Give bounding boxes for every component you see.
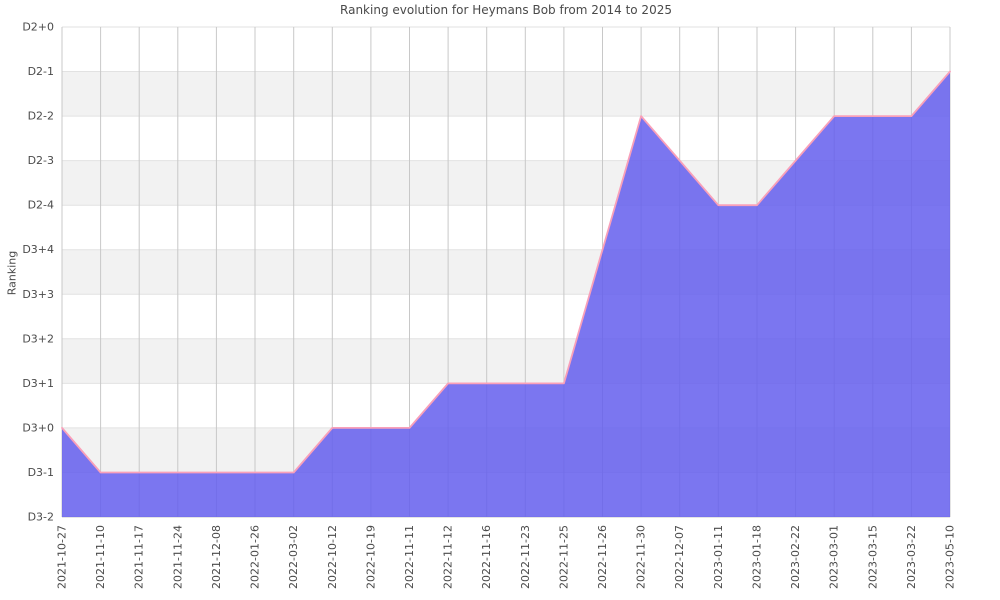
x-tick-label: 2021-11-10 [94,525,107,589]
y-tick-label: D3+0 [22,421,54,434]
x-tick-label: 2023-05-10 [944,525,957,589]
ranking-area [62,71,950,517]
x-tick-label: 2022-10-19 [364,525,377,589]
x-tick-label: 2022-01-26 [249,525,262,589]
x-tick-label: 2022-11-25 [557,525,570,589]
x-tick-label: 2023-03-01 [828,525,841,589]
x-tick-label: 2022-11-16 [480,525,493,589]
x-tick-label: 2022-12-07 [673,525,686,589]
x-tick-label: 2023-03-15 [866,525,879,589]
x-tick-label: 2022-11-12 [442,525,455,589]
y-tick-label: D3-1 [28,466,54,479]
x-tick-label: 2023-03-22 [905,525,918,589]
y-tick-label: D3+3 [22,288,54,301]
x-tick-label: 2021-11-17 [133,525,146,589]
x-tick-label: 2022-03-02 [287,525,300,589]
x-tick-label: 2023-02-22 [789,525,802,589]
x-tick-label: 2021-10-27 [56,525,69,589]
band-stripe [62,71,950,116]
x-tick-label: 2022-11-26 [596,525,609,589]
y-axis-label: Ranking [5,250,19,296]
y-tick-label: D3+1 [22,377,54,390]
x-tick-label: 2023-01-18 [751,525,764,589]
ranking-line [61,70,951,474]
x-tick-label: 2023-01-11 [712,525,725,589]
x-tick-label: 2022-10-12 [326,525,339,589]
x-tick-label: 2022-11-30 [635,525,648,589]
x-tick-label: 2021-11-24 [171,525,184,589]
y-tick-label: D3+2 [22,332,54,345]
chart-title: Ranking evolution for Heymans Bob from 2… [340,3,672,17]
x-tick-label: 2022-11-11 [403,525,416,589]
y-tick-label: D3+4 [22,243,54,256]
y-tick-label: D3-2 [28,511,54,524]
y-tick-label: D2-4 [28,199,54,212]
y-tick-label: D2+0 [22,21,54,34]
band-stripe [62,27,950,72]
y-tick-label: D2-3 [28,154,54,167]
y-tick-label: D2-1 [28,65,54,78]
y-tick-label: D2-2 [28,110,54,123]
x-tick-label: 2021-12-08 [210,525,223,589]
x-tick-label: 2022-11-23 [519,525,532,589]
